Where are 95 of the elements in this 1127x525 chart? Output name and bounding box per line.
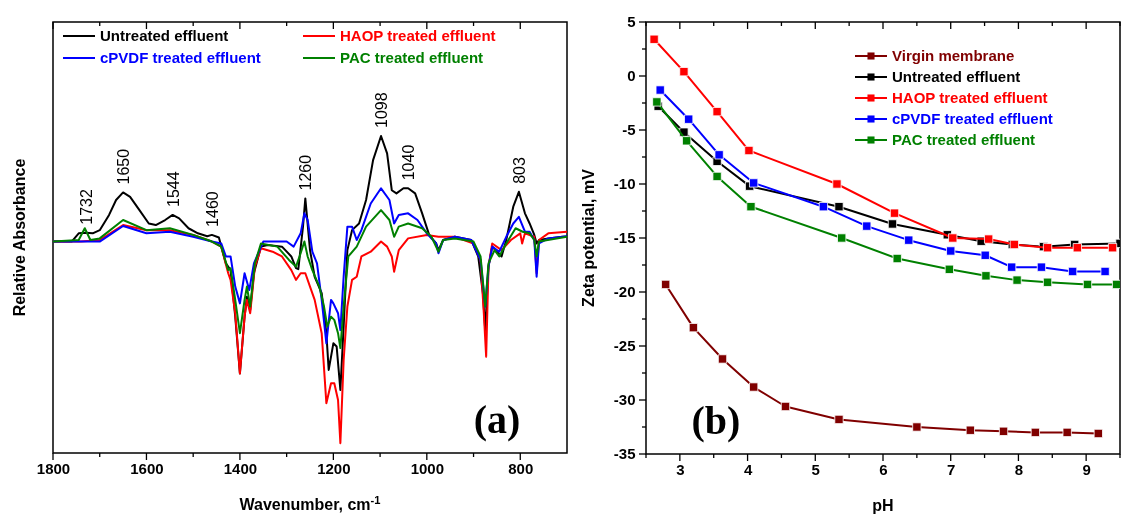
point bbox=[655, 85, 665, 95]
legend-label: PAC treated effluent bbox=[340, 49, 484, 66]
point bbox=[834, 414, 844, 425]
point bbox=[892, 253, 902, 264]
legend-label: HAOP treated effluent bbox=[892, 89, 1048, 106]
point bbox=[712, 171, 722, 182]
point bbox=[837, 233, 847, 243]
point bbox=[649, 34, 659, 44]
annotation: 1732 bbox=[77, 188, 95, 225]
x-tick-label: 9 bbox=[1082, 461, 1091, 478]
point bbox=[889, 208, 900, 218]
y-tick-label: -15 bbox=[613, 229, 636, 247]
legend-label: Virgin membrane bbox=[892, 47, 1015, 64]
point bbox=[746, 202, 756, 212]
x-tick-label: 1400 bbox=[223, 460, 258, 477]
annotation: 1460 bbox=[203, 191, 221, 227]
point bbox=[679, 67, 689, 77]
point bbox=[948, 233, 958, 243]
y-tick-label: -25 bbox=[613, 337, 636, 355]
y-axis-title: Zeta potential, mV bbox=[580, 168, 597, 307]
y-tick-label: -10 bbox=[613, 175, 636, 193]
point bbox=[1072, 243, 1082, 253]
x-axis-title: pH bbox=[872, 497, 894, 514]
point bbox=[984, 234, 994, 244]
legend-label: PAC treated effluent bbox=[892, 131, 1036, 148]
point bbox=[1030, 427, 1040, 437]
y-tick-label: 5 bbox=[627, 13, 636, 31]
point bbox=[717, 354, 728, 364]
point bbox=[981, 271, 991, 281]
point bbox=[749, 178, 759, 188]
point bbox=[1093, 428, 1103, 439]
point bbox=[912, 422, 922, 432]
x-tick-label: 800 bbox=[508, 460, 534, 477]
point bbox=[661, 279, 671, 290]
point bbox=[1036, 262, 1047, 272]
point bbox=[944, 264, 954, 274]
point bbox=[1082, 279, 1093, 290]
y-tick-label: -20 bbox=[613, 283, 636, 301]
point bbox=[1042, 243, 1053, 253]
point bbox=[1007, 262, 1017, 272]
x-tick-label: 1800 bbox=[36, 460, 71, 477]
annotation: (b) bbox=[691, 398, 741, 443]
annotation: 803 bbox=[510, 157, 528, 184]
point bbox=[688, 323, 698, 333]
point bbox=[684, 114, 694, 124]
point bbox=[946, 246, 956, 256]
x-axis-title: Wavenumber, cm$^{-1}$ bbox=[239, 494, 381, 513]
point bbox=[1107, 243, 1118, 253]
point bbox=[834, 202, 844, 212]
point bbox=[1042, 277, 1053, 287]
y-tick-label: 0 bbox=[627, 67, 636, 85]
x-tick-label: 1000 bbox=[410, 460, 445, 477]
y-axis-title: Relative Absorbance bbox=[11, 158, 28, 317]
legend-label: Untreated effluent bbox=[892, 68, 1021, 85]
point bbox=[780, 401, 791, 412]
point bbox=[1100, 266, 1110, 277]
y-tick-label: -5 bbox=[622, 121, 636, 139]
point bbox=[682, 136, 692, 146]
point bbox=[904, 235, 914, 245]
point bbox=[862, 221, 872, 231]
point bbox=[652, 97, 662, 107]
legend-label: cPVDF treated effluent bbox=[100, 49, 261, 66]
x-tick-label: 4 bbox=[743, 461, 753, 478]
point bbox=[744, 145, 754, 156]
point bbox=[749, 382, 759, 392]
point bbox=[965, 425, 975, 435]
point bbox=[887, 219, 898, 229]
point bbox=[980, 250, 990, 260]
point bbox=[714, 150, 724, 160]
point bbox=[818, 202, 828, 212]
x-tick-label: 6 bbox=[879, 461, 888, 478]
x-tick-label: 8 bbox=[1014, 461, 1024, 478]
y-tick-label: -35 bbox=[613, 445, 636, 463]
point bbox=[998, 426, 1009, 436]
point bbox=[1112, 279, 1120, 290]
x-tick-label: 3 bbox=[676, 461, 685, 478]
point bbox=[1012, 275, 1022, 285]
annotation: 1260 bbox=[297, 154, 315, 191]
point bbox=[712, 107, 722, 117]
point bbox=[832, 179, 842, 189]
annotation: (a) bbox=[473, 397, 521, 442]
point bbox=[1068, 266, 1078, 277]
point bbox=[1062, 427, 1072, 437]
legend-label: Untreated effluent bbox=[100, 27, 229, 44]
annotation: 1650 bbox=[115, 148, 133, 185]
x-tick-label: 7 bbox=[947, 461, 956, 478]
y-tick-label: -30 bbox=[613, 391, 636, 409]
x-tick-label: 5 bbox=[811, 461, 820, 478]
annotation: 1098 bbox=[373, 92, 391, 128]
annotation: 1544 bbox=[164, 171, 182, 207]
legend-label: cPVDF treated effluent bbox=[892, 110, 1053, 127]
legend-label: HAOP treated effluent bbox=[340, 27, 496, 44]
x-tick-label: 1200 bbox=[317, 460, 351, 477]
annotation: 1040 bbox=[400, 144, 418, 181]
x-tick-label: 1600 bbox=[130, 460, 164, 477]
